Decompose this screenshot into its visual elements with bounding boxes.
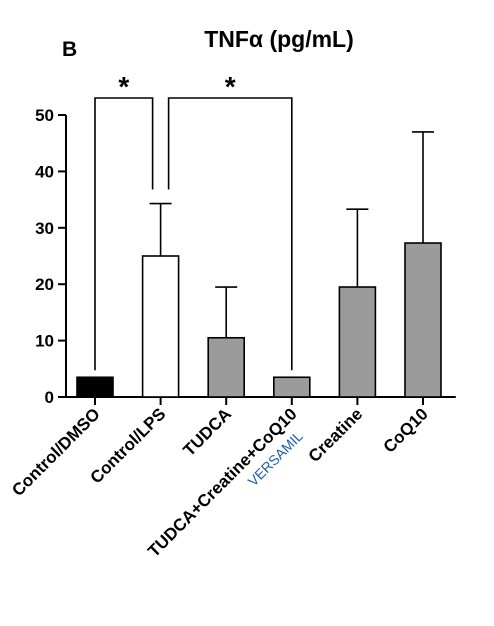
bar-2 [207,336,245,398]
bar-3 [272,376,311,398]
significance-star-0: * [118,71,129,102]
panel-label: B [62,38,77,61]
significance-star-1: * [225,71,236,102]
significance-bracket-0 [94,97,154,371]
bar-4 [338,286,377,398]
bar-5 [404,242,442,398]
y-tick-label: 10 [35,332,54,351]
x-category-label: Creatine [305,404,367,466]
bar-0 [76,376,114,398]
y-tick-label: 40 [35,162,54,181]
y-tick-label: 0 [45,388,54,407]
y-tick-label: 50 [35,106,54,125]
significance-bracket-1 [167,97,293,371]
x-category-label: Control/DMSO [8,404,104,500]
y-tick-label: 20 [35,275,54,294]
y-tick-label: 30 [35,219,54,238]
x-category-label: CoQ10 [380,404,432,456]
x-category-label: TUDCA [180,404,236,460]
bar-1 [141,255,180,398]
chart-title: TNFα (pg/mL) [204,26,354,52]
